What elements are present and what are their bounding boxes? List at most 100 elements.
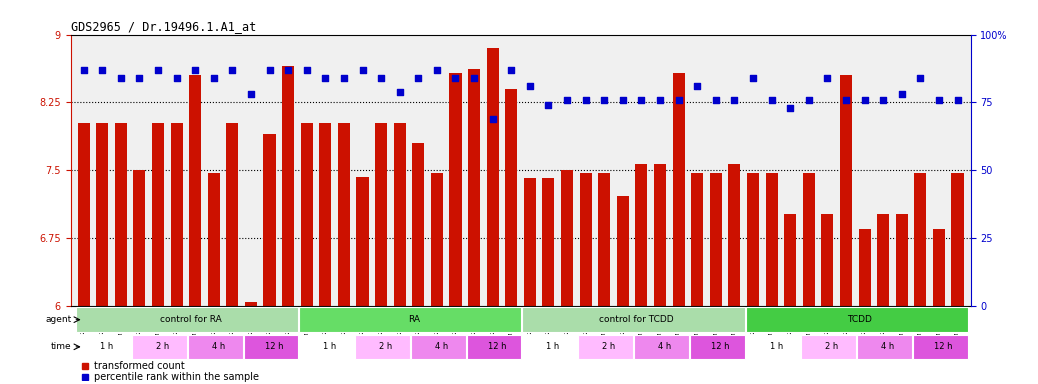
- Point: [373, 75, 389, 81]
- Point: [429, 67, 445, 73]
- Point: [949, 97, 965, 103]
- Bar: [208, 173, 220, 306]
- Point: [149, 67, 166, 73]
- Text: 12 h: 12 h: [265, 342, 283, 351]
- Bar: [393, 123, 406, 306]
- Bar: [78, 123, 89, 306]
- Point: [224, 67, 241, 73]
- Point: [652, 97, 668, 103]
- Text: 12 h: 12 h: [488, 342, 507, 351]
- Text: 4 h: 4 h: [658, 342, 672, 351]
- Bar: [152, 123, 164, 306]
- Bar: [912, 334, 967, 359]
- Bar: [635, 164, 648, 306]
- Bar: [133, 170, 145, 306]
- Point: [931, 97, 948, 103]
- Bar: [188, 334, 243, 359]
- Point: [763, 97, 780, 103]
- Point: [298, 67, 315, 73]
- Bar: [264, 134, 275, 306]
- Bar: [877, 214, 890, 306]
- Point: [744, 75, 761, 81]
- Bar: [449, 73, 462, 306]
- Point: [112, 75, 129, 81]
- Bar: [97, 123, 108, 306]
- Bar: [747, 173, 759, 306]
- Point: [354, 67, 371, 73]
- Bar: [115, 123, 127, 306]
- Point: [521, 83, 538, 89]
- Bar: [858, 229, 871, 306]
- Text: time: time: [51, 342, 72, 351]
- Text: 2 h: 2 h: [156, 342, 169, 351]
- Point: [168, 75, 185, 81]
- Point: [447, 75, 464, 81]
- Bar: [561, 170, 573, 306]
- Bar: [691, 173, 703, 306]
- Bar: [857, 334, 912, 359]
- Bar: [132, 334, 187, 359]
- Bar: [522, 308, 744, 332]
- Text: 1 h: 1 h: [546, 342, 559, 351]
- Text: percentile rank within the sample: percentile rank within the sample: [94, 372, 260, 382]
- Point: [243, 91, 260, 98]
- Bar: [579, 173, 592, 306]
- Bar: [821, 214, 834, 306]
- Bar: [952, 173, 963, 306]
- Point: [317, 75, 333, 81]
- Bar: [411, 334, 466, 359]
- Text: agent: agent: [46, 315, 72, 324]
- Text: 2 h: 2 h: [379, 342, 392, 351]
- Point: [689, 83, 706, 89]
- Point: [280, 67, 297, 73]
- Point: [875, 97, 892, 103]
- Bar: [412, 143, 425, 306]
- Point: [856, 97, 873, 103]
- Point: [466, 75, 483, 81]
- Bar: [801, 334, 856, 359]
- Bar: [356, 177, 368, 306]
- Text: 1 h: 1 h: [101, 342, 113, 351]
- Bar: [76, 334, 131, 359]
- Text: 4 h: 4 h: [212, 342, 225, 351]
- Bar: [654, 164, 666, 306]
- Text: 1 h: 1 h: [769, 342, 783, 351]
- Bar: [522, 334, 577, 359]
- Point: [485, 116, 501, 122]
- Point: [912, 75, 929, 81]
- Point: [206, 75, 222, 81]
- Bar: [914, 173, 926, 306]
- Point: [503, 67, 520, 73]
- Bar: [745, 308, 967, 332]
- Bar: [375, 123, 387, 306]
- Bar: [840, 75, 852, 306]
- Bar: [745, 334, 800, 359]
- Point: [558, 97, 575, 103]
- Bar: [617, 196, 629, 306]
- Bar: [189, 75, 201, 306]
- Point: [577, 97, 594, 103]
- Point: [838, 97, 854, 103]
- Point: [410, 75, 427, 81]
- Bar: [467, 334, 521, 359]
- Bar: [710, 173, 721, 306]
- Bar: [244, 334, 298, 359]
- Bar: [170, 123, 183, 306]
- Bar: [543, 177, 554, 306]
- Bar: [766, 173, 777, 306]
- Bar: [896, 214, 908, 306]
- Point: [335, 75, 352, 81]
- Text: control for RA: control for RA: [160, 315, 221, 324]
- Text: GDS2965 / Dr.19496.1.A1_at: GDS2965 / Dr.19496.1.A1_at: [71, 20, 255, 33]
- Point: [894, 91, 910, 98]
- Bar: [338, 123, 350, 306]
- Bar: [487, 48, 498, 306]
- Text: 2 h: 2 h: [825, 342, 839, 351]
- Point: [708, 97, 725, 103]
- Point: [671, 97, 687, 103]
- Bar: [245, 301, 257, 306]
- Bar: [729, 164, 740, 306]
- Bar: [598, 173, 610, 306]
- Bar: [690, 334, 744, 359]
- Point: [614, 97, 631, 103]
